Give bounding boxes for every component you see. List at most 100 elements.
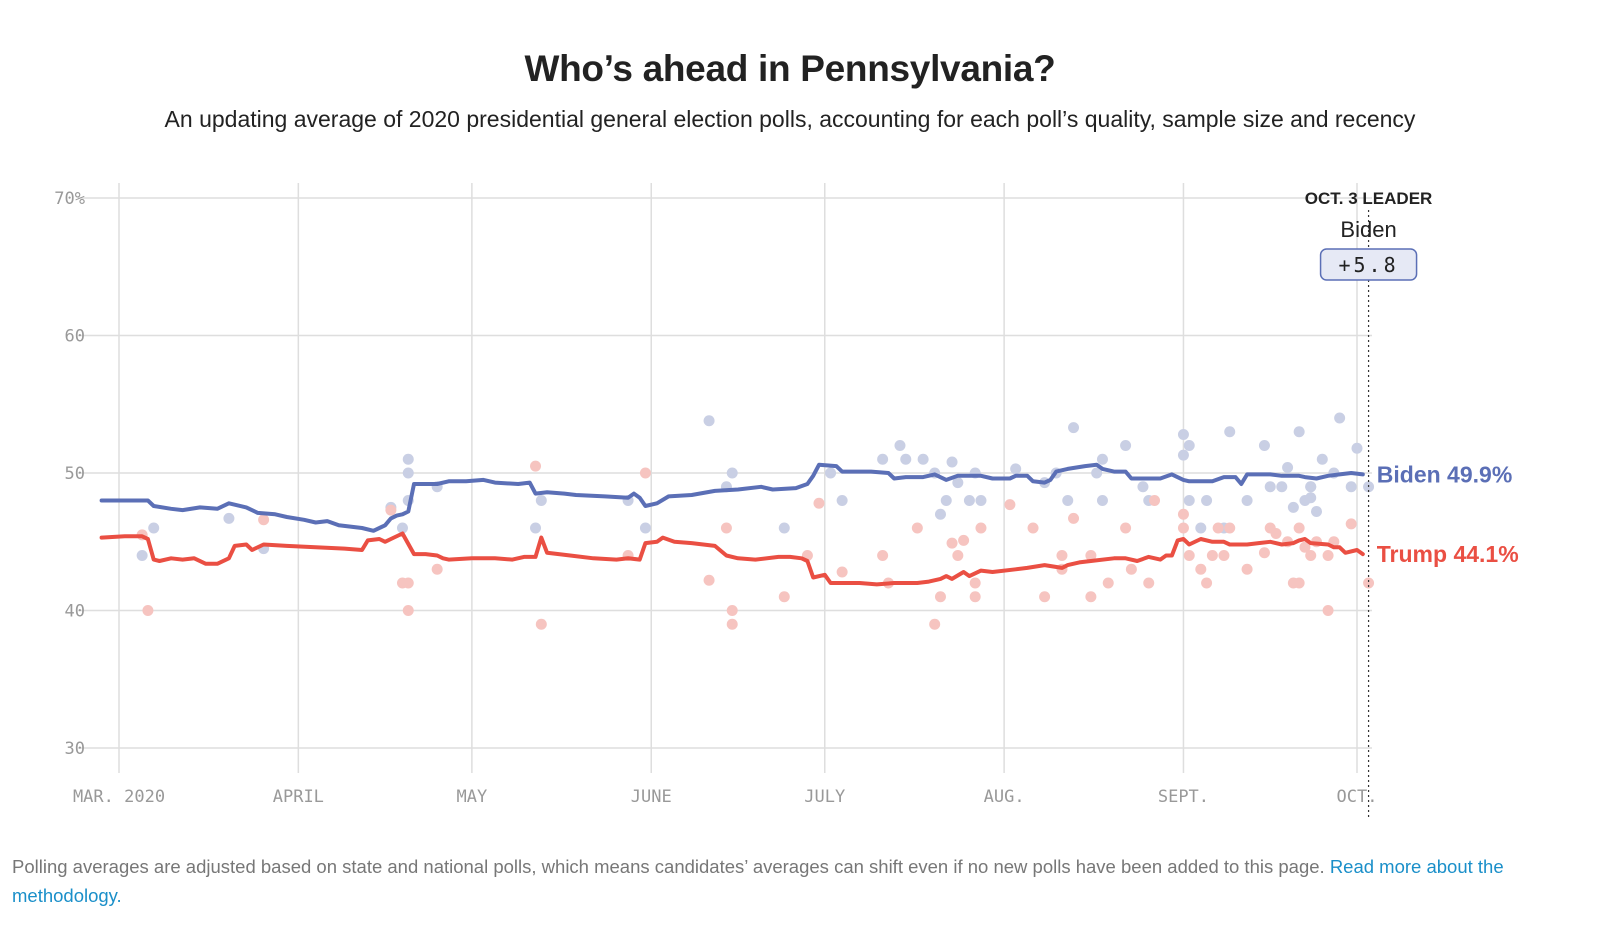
leader-margin: +5.8 xyxy=(1338,253,1398,277)
biden-poll-dot xyxy=(836,495,848,506)
y-tick-label: 40 xyxy=(65,602,85,622)
trump-poll-dot xyxy=(778,591,790,603)
y-tick-label: 70% xyxy=(54,189,85,209)
trump-poll-dot xyxy=(911,522,923,534)
x-tick-label: JULY xyxy=(804,787,845,807)
biden-end-label: Biden 49.9% xyxy=(1377,461,1513,487)
x-tick-label: MAY xyxy=(457,787,488,807)
trump-poll-dot xyxy=(639,467,651,479)
leader-name: Biden xyxy=(1340,217,1396,242)
trump-poll-dot xyxy=(142,605,154,616)
biden-poll-dot xyxy=(900,453,912,465)
trump-poll-dot xyxy=(1027,522,1039,534)
trump-poll-dot xyxy=(1125,563,1137,575)
trump-poll-dot xyxy=(726,618,738,630)
biden-poll-dot xyxy=(894,440,906,451)
trump-poll-dot xyxy=(1241,563,1253,575)
leader-margin-badge xyxy=(1319,248,1418,281)
biden-poll-dot xyxy=(1010,463,1022,475)
biden-poll-dot xyxy=(223,512,235,524)
biden-poll-dot xyxy=(1241,495,1253,506)
biden-poll-dot xyxy=(1195,522,1207,534)
biden-poll-dot xyxy=(1264,481,1276,493)
trump-poll-dot xyxy=(1039,591,1051,603)
biden-poll-dot xyxy=(1183,440,1195,451)
x-tick-label: JUNE xyxy=(631,787,672,807)
biden-poll-dot xyxy=(1096,453,1108,465)
biden-poll-dot xyxy=(1258,440,1270,451)
trump-poll-dot xyxy=(1206,550,1218,561)
trump-poll-dot xyxy=(934,591,946,603)
y-tick-label: 50 xyxy=(65,464,85,484)
biden-poll-dot xyxy=(1177,449,1189,461)
trump-poll-dot xyxy=(720,522,732,534)
y-axis-ticks: 70% 60 50 40 30 xyxy=(54,189,85,759)
biden-poll-dot xyxy=(1096,495,1108,506)
trump-poll-dot xyxy=(975,522,987,534)
x-tick-label: APRIL xyxy=(273,787,324,807)
biden-poll-dot xyxy=(934,508,946,520)
biden-poll-dot xyxy=(778,522,790,534)
biden-poll-dot xyxy=(639,522,651,534)
y-tick-label: 60 xyxy=(65,327,85,347)
trump-poll-dot xyxy=(1293,522,1305,534)
biden-poll-dot xyxy=(1293,426,1305,438)
trump-poll-dot xyxy=(1085,550,1097,561)
biden-poll-dot xyxy=(917,453,929,465)
trump-poll-dot xyxy=(1085,591,1097,603)
trump-poll-dot xyxy=(1149,495,1161,506)
biden-poll-dot xyxy=(402,453,414,465)
biden-poll-dot xyxy=(1224,426,1236,438)
biden-poll-dot xyxy=(1177,429,1189,440)
biden-poll-dot xyxy=(1345,481,1357,493)
trump-poll-dot xyxy=(1258,547,1270,559)
biden-poll-dot xyxy=(396,522,408,534)
biden-poll-dot xyxy=(975,495,987,506)
end-labels: Biden 49.9% Trump 44.1% xyxy=(1377,461,1519,567)
trump-poll-dot xyxy=(969,577,981,589)
trump-poll-dot xyxy=(1322,550,1334,561)
biden-poll-dot xyxy=(1311,506,1323,517)
biden-poll-dot xyxy=(136,550,148,561)
trump-poll-dot xyxy=(1195,563,1207,575)
biden-poll-dot xyxy=(703,415,715,427)
biden-poll-dot xyxy=(1305,481,1317,493)
methodology-link[interactable]: Read more about the methodology. xyxy=(12,856,1504,906)
trump-poll-dot xyxy=(530,460,542,472)
biden-poll-dot xyxy=(946,456,958,468)
trump-poll-dot xyxy=(1004,499,1016,511)
trump-poll-dot xyxy=(1363,577,1375,589)
trump-poll-dot xyxy=(1218,550,1230,561)
trump-poll-dot xyxy=(929,618,941,630)
trump-poll-dot xyxy=(703,574,715,586)
trump-poll-dot xyxy=(1120,522,1132,534)
biden-poll-dot xyxy=(530,522,542,534)
trump-poll-dot xyxy=(1201,577,1213,589)
trump-poll-dot xyxy=(1177,522,1189,534)
biden-poll-dot xyxy=(940,495,952,506)
trump-poll-dot xyxy=(385,504,397,516)
biden-poll-dot xyxy=(1276,481,1288,493)
y-tick-label: 30 xyxy=(65,739,85,759)
biden-poll-dot xyxy=(1091,467,1103,479)
trump-poll-dot xyxy=(813,497,825,509)
biden-poll-dot xyxy=(535,495,547,506)
x-tick-label: AUG. xyxy=(984,787,1025,807)
trump-poll-dot xyxy=(258,514,270,526)
biden-poll-dot xyxy=(1351,442,1363,454)
trump-poll-dot xyxy=(1299,541,1311,553)
biden-poll-dot xyxy=(1062,495,1074,506)
trump-poll-dot xyxy=(1345,518,1357,530)
trump-end-label: Trump 44.1% xyxy=(1377,541,1519,567)
trump-poll-dot xyxy=(836,566,848,578)
trump-poll-dot xyxy=(726,605,738,616)
trump-poll-dot xyxy=(1322,605,1334,616)
biden-poll-dot xyxy=(963,495,975,506)
trump-average-line xyxy=(99,531,1365,587)
poll-dots xyxy=(136,412,1375,630)
trump-poll-dot xyxy=(958,534,970,546)
trump-poll-dot xyxy=(877,550,889,561)
biden-poll-dot xyxy=(877,453,889,465)
biden-poll-dot xyxy=(1137,481,1149,493)
